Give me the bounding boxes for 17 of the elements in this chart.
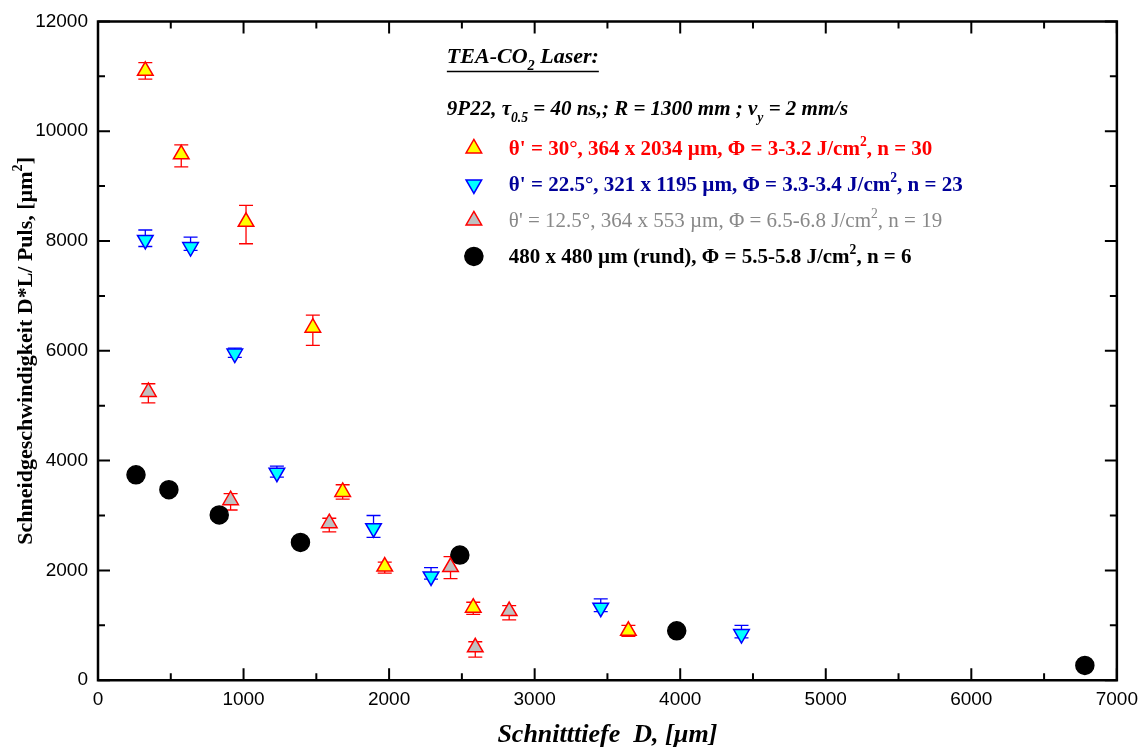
y-tick-label: 12000 xyxy=(35,9,88,31)
x-tick-label: 5000 xyxy=(804,687,847,709)
x-tick-label: 1000 xyxy=(222,687,265,709)
y-tick-label: 4000 xyxy=(45,448,88,470)
x-tick-label: 6000 xyxy=(950,687,993,709)
x-tick-label: 3000 xyxy=(513,687,556,709)
x-tick-label: 7000 xyxy=(1095,687,1139,709)
y-tick-label: 2000 xyxy=(45,558,88,580)
x-tick-label: 0 xyxy=(92,687,104,709)
x-tick-label: 2000 xyxy=(367,687,411,709)
x-axis-title: Schnitttiefe D, [µm] xyxy=(497,719,718,747)
y-tick-label: 8000 xyxy=(45,229,88,251)
y-tick-label: 0 xyxy=(77,668,88,690)
y-tick-label: 6000 xyxy=(45,339,88,361)
x-tick-label: 4000 xyxy=(659,687,702,709)
y-tick-label: 10000 xyxy=(35,119,88,141)
y-axis-title: Schneidgeschwindigkeit D*L/ Puls, [µm2] xyxy=(9,156,37,545)
